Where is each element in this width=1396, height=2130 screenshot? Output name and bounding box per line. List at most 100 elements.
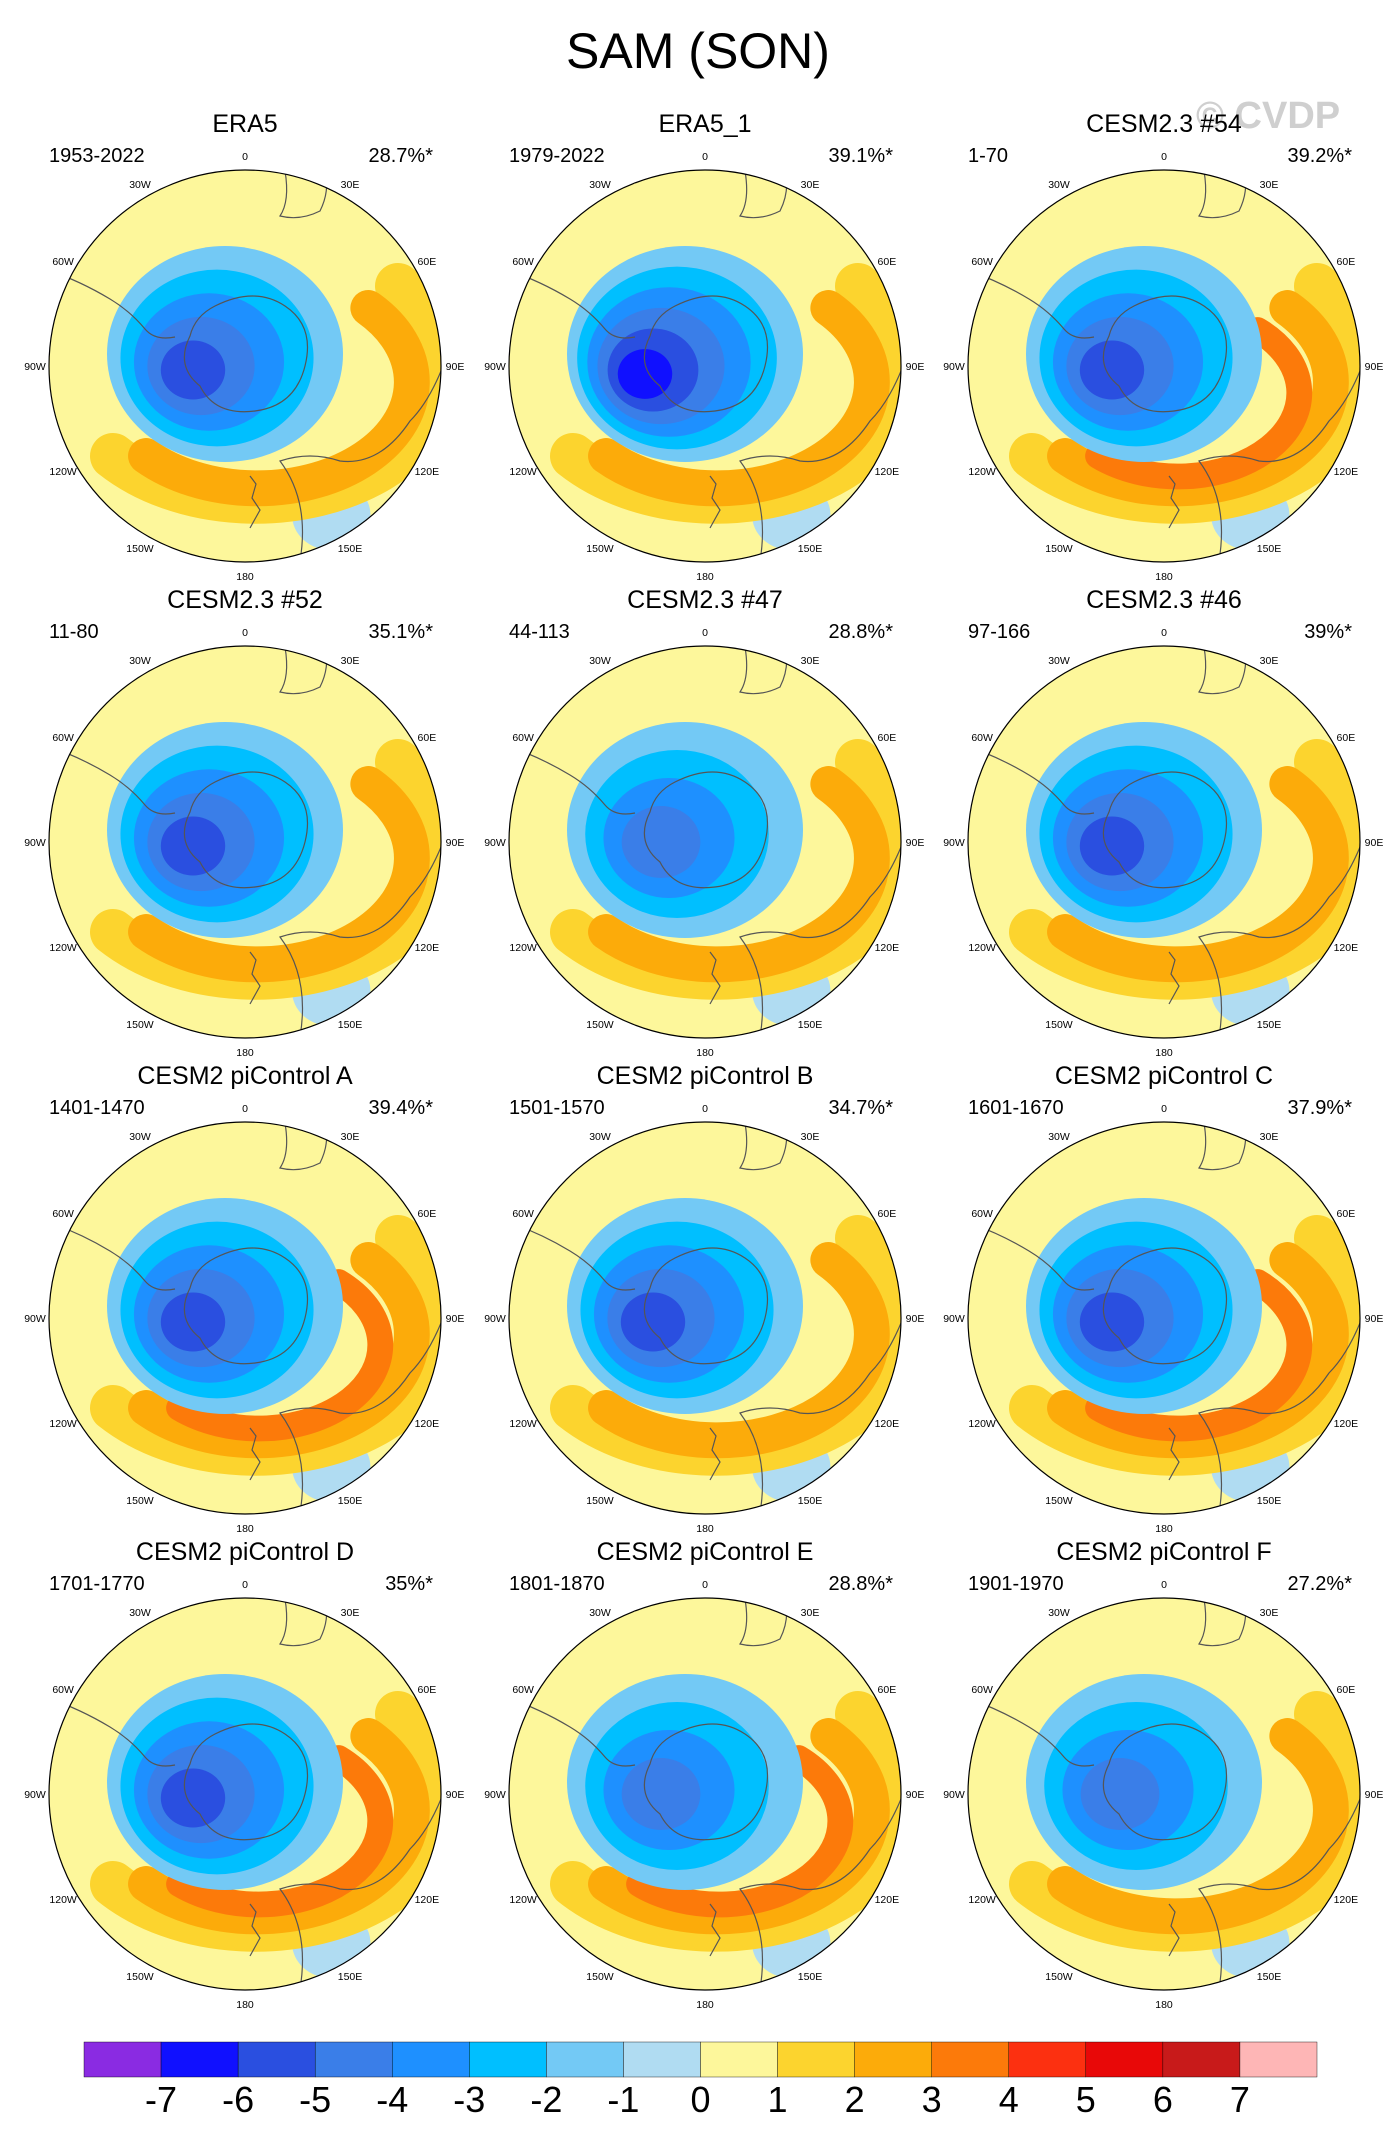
map-panel: 0 30E 60E 90E 120E 150E 180 150W 120W 90W 60W 30W ER… (484, 110, 924, 583)
positive-anomaly-band (166, 1745, 394, 1918)
africa-coast (739, 646, 788, 695)
panel-title: CESM2 piControl C (1055, 1062, 1273, 1090)
longitude-label: 60W (52, 256, 74, 268)
antarctica-coast (643, 295, 769, 413)
longitude-label: 150W (586, 543, 614, 555)
new-zealand-coast (1168, 1427, 1180, 1481)
longitude-label: 60W (971, 1208, 993, 1220)
longitude-label: 90E (446, 1789, 465, 1801)
panel-period: 1953-2022 (49, 145, 145, 167)
panel-title: CESM2.3 #47 (627, 586, 783, 614)
colorbar-tick-label: 4 (999, 2079, 1019, 2120)
longitude-label: 90W (24, 1789, 46, 1801)
panel-period: 44-113 (509, 621, 570, 643)
longitude-label: 90E (446, 837, 465, 849)
panel-variance-pct: 28.7%* (369, 145, 434, 167)
longitude-label: 30W (589, 179, 611, 191)
longitude-label: 30W (589, 655, 611, 667)
map-panel: 0 30E 60E 90E 120E 150E 180 150W 120W 90W 60W 30W CE… (484, 586, 924, 1059)
panel-variance-pct: 28.8%* (829, 621, 894, 643)
longitude-label: 30W (129, 1607, 151, 1619)
longitude-label: 60E (418, 1684, 437, 1696)
antarctica-coast (183, 295, 309, 413)
antarctica-coast (1102, 771, 1228, 889)
longitude-label: 60E (878, 1684, 897, 1696)
longitude-label: 90E (1365, 1313, 1384, 1325)
longitude-label: 180 (696, 1047, 714, 1059)
colorbar-tick-label: -7 (145, 2079, 177, 2120)
longitude-label: 150E (338, 1019, 363, 1031)
antarctica-coast (643, 1723, 769, 1841)
africa-coast (279, 646, 328, 695)
negative-anomaly-band (160, 1292, 226, 1352)
colorbar-tick-label: 6 (1153, 2079, 1173, 2120)
longitude-label: 180 (696, 571, 714, 583)
africa-coast (1198, 646, 1247, 695)
positive-anomaly-band (1047, 766, 1349, 983)
panel-variance-pct: 35.1%* (369, 621, 434, 643)
longitude-label: 150E (1257, 543, 1282, 555)
africa-coast (739, 170, 788, 219)
longitude-label: 180 (1155, 1523, 1173, 1535)
longitude-label: 90E (1365, 837, 1384, 849)
longitude-label: 60W (512, 732, 534, 744)
panel-variance-pct: 27.2%* (1288, 1573, 1353, 1595)
positive-anomaly-band (1085, 1269, 1313, 1442)
colorbar-swatch (237, 2041, 316, 2078)
longitude-label: 150E (338, 543, 363, 555)
longitude-label: 120W (509, 1418, 537, 1430)
map-panel: 0 30E 60E 90E 120E 150E 180 150W 120W 90W 60W 30W CE… (24, 1538, 465, 2011)
map-panel: 0 30E 60E 90E 120E 150E 180 150W 120W 90W 60W 30W CE… (943, 1538, 1383, 2011)
colorbar-tick-label: 2 (845, 2079, 865, 2120)
longitude-label: 150E (798, 1495, 823, 1507)
longitude-label: 30W (589, 1131, 611, 1143)
colorbar-swatch (1085, 2041, 1164, 2078)
panel-variance-pct: 35%* (385, 1573, 433, 1595)
south-america-coast (509, 746, 636, 815)
map-border (967, 645, 1361, 1039)
longitude-label: 90W (484, 837, 506, 849)
africa-coast (739, 1122, 788, 1171)
colorbar-swatch (546, 2041, 624, 2078)
antarctica-coast (183, 1247, 309, 1365)
figure-title: SAM (SON) (566, 23, 830, 79)
colorbar-tick-label: 7 (1230, 2079, 1250, 2120)
positive-anomaly-band (166, 1269, 394, 1442)
panel-period: 1979-2022 (509, 145, 605, 167)
map-border (48, 1597, 442, 1991)
map-panel: 0 30E 60E 90E 120E 150E 180 150W 120W 90W 60W 30W CE… (24, 1062, 464, 1535)
longitude-label: 90W (484, 1789, 506, 1801)
panel-title: CESM2 piControl E (597, 1538, 814, 1566)
australia-coast (1198, 1788, 1360, 1990)
longitude-label: 180 (236, 571, 254, 583)
colorbar-swatch (623, 2041, 701, 2078)
panel-variance-pct: 39.2%* (1288, 145, 1353, 167)
longitude-label: 150W (586, 1019, 614, 1031)
negative-anomaly-band (617, 349, 673, 399)
longitude-label: 120W (968, 1894, 996, 1906)
south-america-coast (49, 746, 176, 815)
longitude-label: 150W (1045, 1495, 1073, 1507)
colorbar-swatch (1008, 2041, 1087, 2078)
panel-period: 1501-1570 (509, 1097, 605, 1119)
australia-coast (1198, 1312, 1360, 1514)
longitude-label: 120E (415, 466, 440, 478)
panel-period: 1801-1870 (509, 1573, 605, 1595)
longitude-label: 30W (129, 1131, 151, 1143)
longitude-label: 120E (1334, 1418, 1359, 1430)
panel-variance-pct: 39.4%* (369, 1097, 434, 1119)
colorbar-swatch (1162, 2041, 1241, 2078)
positive-anomaly-band (128, 290, 430, 507)
colorbar-swatch (469, 2041, 547, 2078)
negative-anomaly-band (160, 340, 226, 400)
panel-title: ERA5 (212, 110, 277, 138)
longitude-label: 0 (242, 151, 248, 163)
negative-anomaly-band (621, 1758, 701, 1830)
longitude-label: 180 (236, 1523, 254, 1535)
longitude-label: 90W (24, 1313, 46, 1325)
longitude-label: 120W (49, 942, 77, 954)
positive-anomaly-band (1047, 1242, 1349, 1459)
south-america-coast (968, 270, 1095, 339)
south-america-coast (49, 1222, 176, 1291)
